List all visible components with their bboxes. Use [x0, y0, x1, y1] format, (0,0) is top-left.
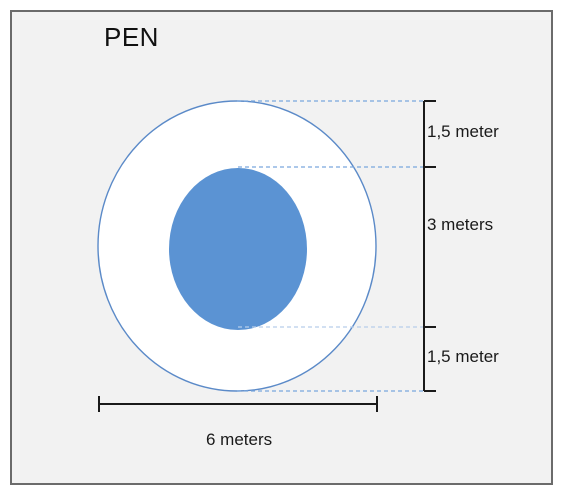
inner-circle	[169, 168, 307, 330]
width-label: 6 meters	[206, 430, 272, 449]
top-ring-label: 1,5 meter	[427, 122, 499, 141]
bottom-ring-label: 1,5 meter	[427, 347, 499, 366]
pen-title: PEN	[104, 22, 159, 52]
center-label: 3 meters	[427, 215, 493, 234]
